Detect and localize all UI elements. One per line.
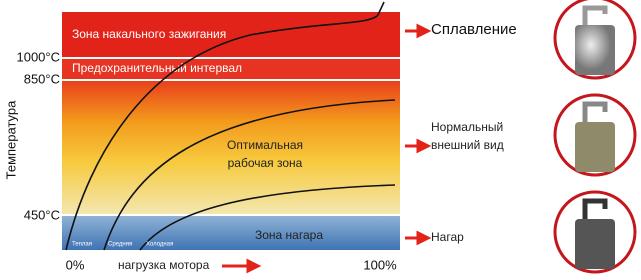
outcome-label: Нагар (431, 230, 464, 244)
x-axis-label: нагрузка мотора (118, 258, 210, 272)
outcome-label: Нормальный (431, 120, 503, 134)
x-tick-label: 0% (66, 257, 85, 272)
curve-label: Средняя (108, 242, 132, 248)
plug-melted (555, 0, 635, 78)
y-tick-label: 450°C (24, 207, 60, 222)
plug-carbon (555, 192, 635, 272)
outcome-label: внешний вид (431, 138, 504, 152)
y-tick-label: 1000°C (16, 49, 60, 64)
zone-label: Предохранительный интервал (72, 61, 242, 75)
y-axis-label: Температура (3, 100, 18, 180)
spark-plugs (555, 0, 635, 272)
plug-normal (555, 95, 635, 175)
zone-label: Зона накального зажигания (72, 27, 226, 41)
outcome-label: Сплавление (431, 21, 517, 38)
curve-label: Теплая (72, 242, 92, 248)
zone-label: рабочая зона (228, 156, 303, 170)
y-tick-label: 850°C (24, 71, 60, 86)
diagram: Зона накального зажигания Предохранитель… (0, 0, 641, 280)
curve-label: Холодная (146, 242, 173, 248)
zone-label: Оптимальная (227, 138, 303, 152)
arrow (222, 261, 258, 271)
outcome-arrows (405, 26, 428, 243)
zones (62, 12, 400, 250)
x-tick-label: 100% (363, 257, 397, 272)
zone-label: Зона нагара (255, 228, 323, 242)
